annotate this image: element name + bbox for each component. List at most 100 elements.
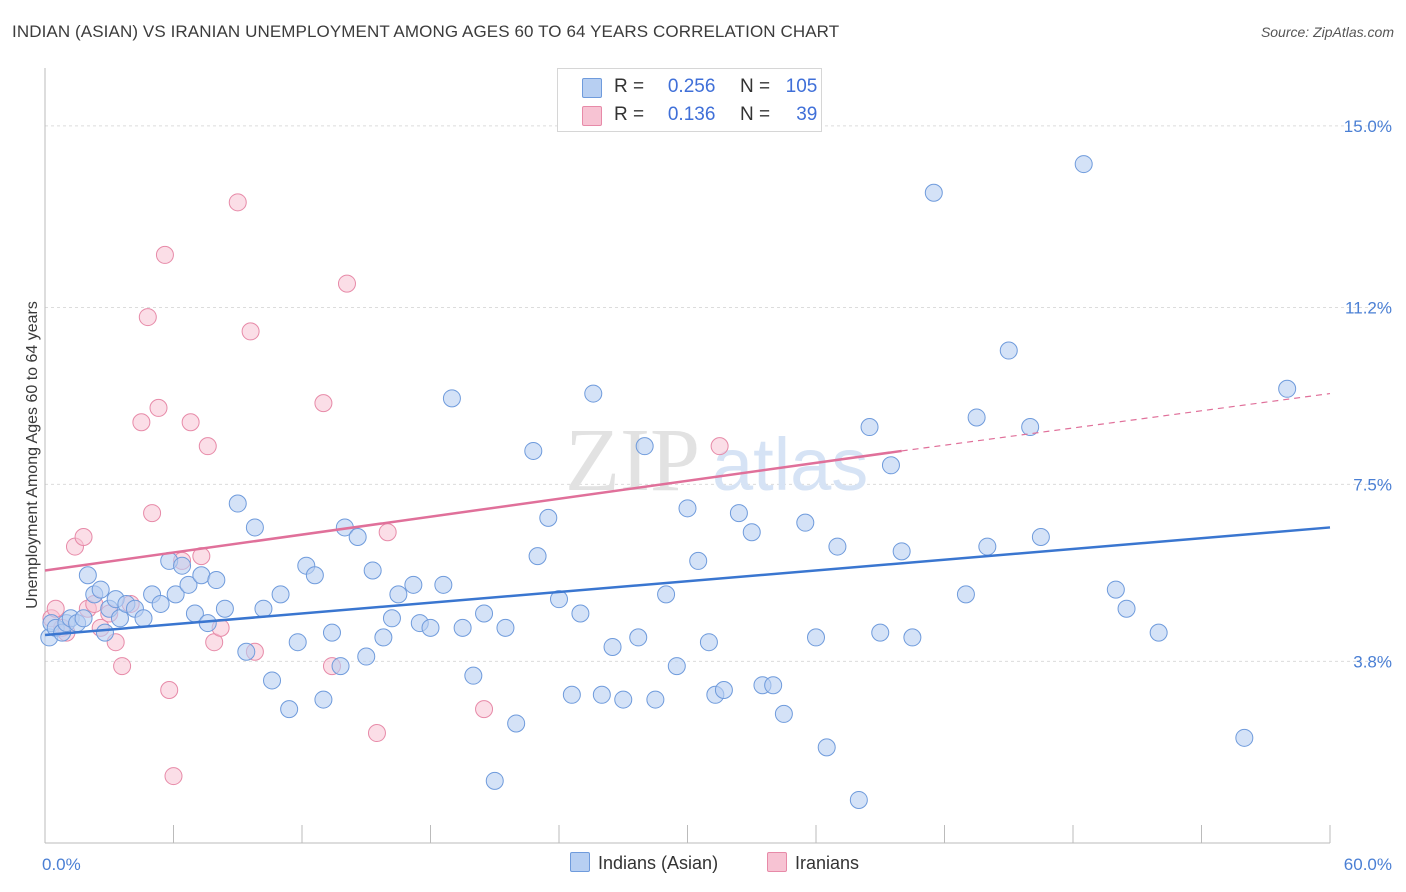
- indians-point: [305, 566, 324, 585]
- legend-row-indians: R = 0.256 N = 105: [614, 76, 817, 98]
- n-label: N =: [739, 104, 771, 125]
- indians-point: [215, 599, 234, 618]
- iranians-point: [143, 504, 162, 523]
- indians-point: [892, 542, 911, 561]
- indians-trend-line: [44, 526, 1331, 637]
- indians-point: [1117, 599, 1136, 618]
- legend-row-iranians: R = 0.136 N = 39: [614, 104, 817, 126]
- indians-legend-label: Indians (Asian): [598, 853, 719, 873]
- indians-point: [475, 604, 494, 623]
- indians-point: [166, 585, 185, 604]
- y-tick-label: 3.8%: [1353, 652, 1392, 671]
- indians-point: [592, 685, 611, 704]
- indians-point: [764, 676, 783, 695]
- indians-point: [729, 504, 748, 523]
- indians-point: [151, 594, 170, 613]
- indians-point: [357, 647, 376, 666]
- indians-point: [421, 618, 440, 637]
- indians-point: [562, 685, 581, 704]
- iranians-legend-label: Iranians: [795, 853, 860, 873]
- indians-point: [464, 666, 483, 685]
- indians-point: [485, 771, 504, 790]
- indians-point: [363, 561, 382, 580]
- indians-point: [603, 637, 622, 656]
- indians-point: [228, 494, 247, 513]
- indians-point: [699, 633, 718, 652]
- indians-point: [978, 537, 997, 556]
- trend-lines: [44, 392, 1331, 637]
- iranians-point: [164, 767, 183, 786]
- legend-item-indians[interactable]: Indians (Asian): [570, 852, 718, 874]
- indians-point: [78, 566, 97, 585]
- iranians-point: [138, 308, 157, 327]
- indians-point: [263, 671, 282, 690]
- indians-point: [179, 575, 198, 594]
- y-tick-labels: 3.8% 7.5% 11.2% 15.0%: [1344, 117, 1392, 672]
- y-tick-label: 11.2%: [1345, 299, 1392, 318]
- indians-point: [817, 738, 836, 757]
- legend-item-iranians[interactable]: Iranians: [767, 852, 859, 874]
- iranians-point: [367, 724, 386, 743]
- indians-point: [774, 704, 793, 723]
- iranians-legend-swatch: [767, 852, 787, 872]
- watermark: ZIP: [565, 411, 700, 510]
- indians-point: [507, 714, 526, 733]
- iranians-point: [241, 322, 260, 341]
- indians-point: [796, 513, 815, 532]
- indians-point: [496, 618, 515, 637]
- indians-point: [614, 690, 633, 709]
- indians-point: [1235, 728, 1254, 747]
- iranians-trend-extension: [901, 392, 1331, 452]
- indians-point: [1149, 623, 1168, 642]
- indians-point: [860, 418, 879, 437]
- indians-point: [1031, 528, 1050, 546]
- indians-point: [314, 690, 333, 709]
- indians-point: [881, 456, 900, 475]
- iranians-point: [160, 681, 179, 699]
- indians-point: [331, 657, 350, 676]
- indians-point: [999, 341, 1018, 360]
- iranians-point: [475, 700, 494, 719]
- indians-point: [828, 537, 847, 556]
- indians-point: [924, 183, 943, 202]
- y-tick-label: 7.5%: [1353, 475, 1392, 494]
- indians-point: [322, 623, 341, 642]
- grid-lines: [45, 125, 1390, 662]
- indians-point: [245, 518, 264, 537]
- indians-point: [667, 657, 686, 676]
- indians-point: [956, 585, 975, 604]
- x-tick-label-max: 60.0%: [1344, 855, 1392, 874]
- iranians-point: [113, 657, 132, 676]
- indians-legend-swatch: [570, 852, 590, 872]
- indians-point: [91, 580, 110, 599]
- iranians-r-value: 0.136: [667, 104, 716, 125]
- indians-r-value: 0.256: [667, 76, 716, 97]
- iranians-point: [132, 413, 151, 432]
- indians-point: [95, 623, 114, 642]
- iranians-point: [155, 245, 174, 264]
- indians-point: [629, 628, 648, 647]
- correlation-legend: R = 0.256 N = 105 R = 0.136 N = 39: [557, 68, 822, 132]
- iranians-point: [378, 523, 397, 542]
- iranians-n-value: 39: [796, 104, 818, 125]
- iranians-swatch: [582, 106, 602, 126]
- r-label: R =: [614, 104, 645, 125]
- indians-point: [434, 575, 453, 594]
- iranians-point: [337, 274, 356, 293]
- indians-point: [871, 623, 890, 642]
- indians-n-value: 105: [785, 76, 818, 97]
- n-label: N =: [739, 76, 771, 97]
- iranians-point: [149, 398, 168, 417]
- indians-point: [254, 599, 273, 618]
- indians-point: [1074, 155, 1093, 174]
- indians-point: [967, 408, 986, 427]
- iranians-point: [710, 437, 729, 456]
- indians-point: [657, 585, 676, 604]
- iranians-trend-line: [44, 449, 902, 572]
- r-label: R =: [614, 76, 645, 97]
- indians-point: [571, 604, 590, 623]
- indians-point: [134, 609, 153, 628]
- indians-point: [635, 437, 654, 456]
- indians-point: [903, 628, 922, 647]
